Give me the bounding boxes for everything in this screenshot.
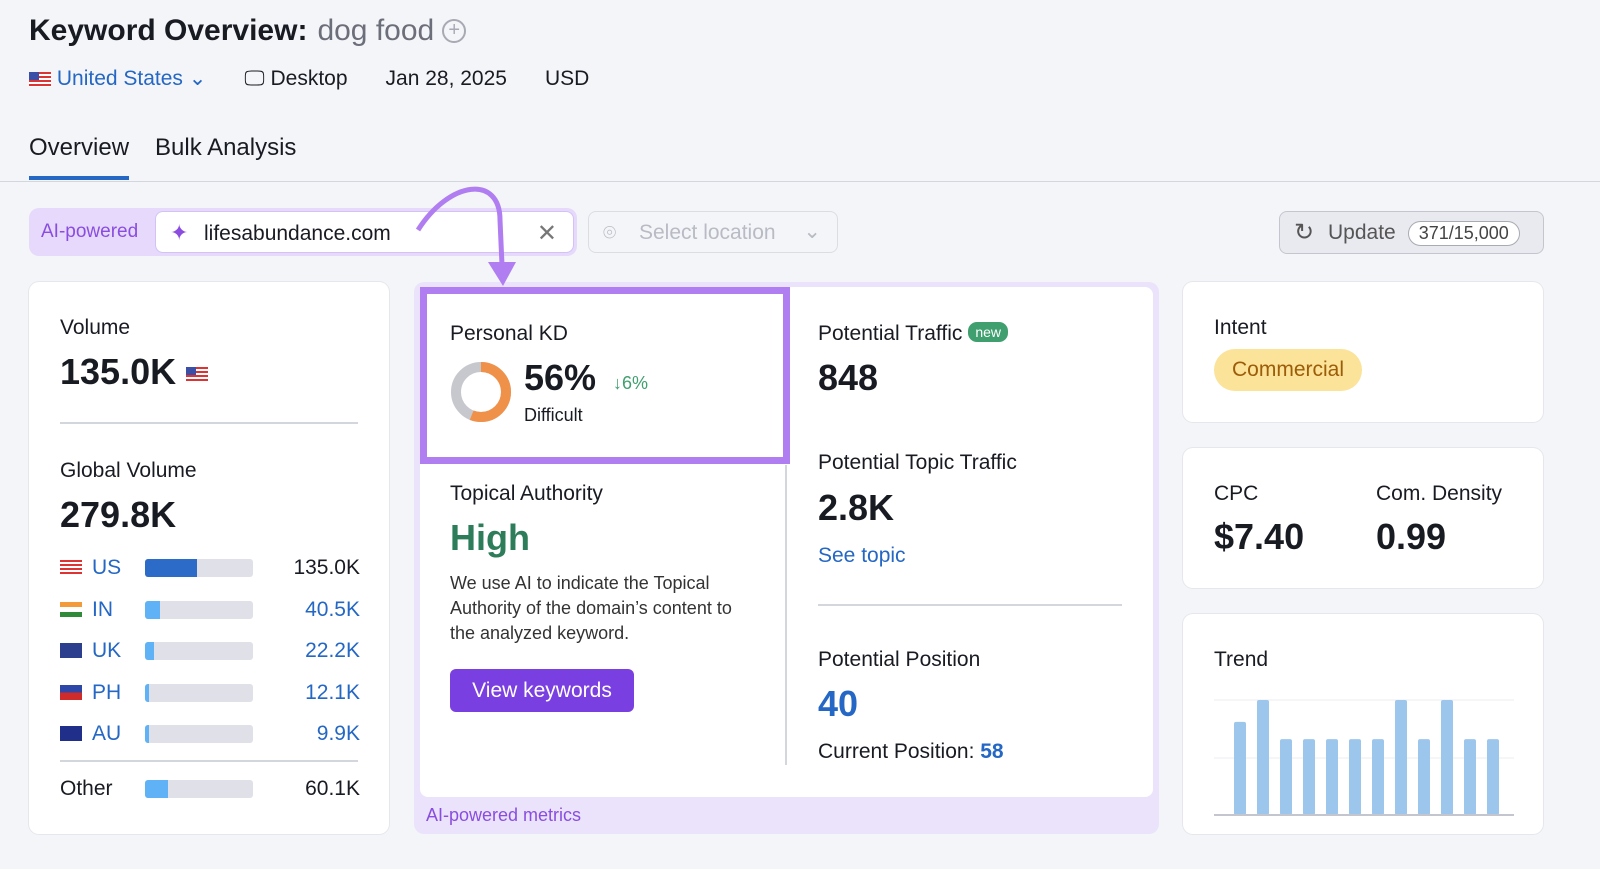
uk-flag-icon <box>60 643 82 658</box>
trend-bar <box>1487 739 1499 815</box>
domain-input[interactable]: ✦ lifesabundance.com ✕ <box>155 211 574 253</box>
topical-authority-label: Topical Authority <box>450 482 603 505</box>
ph-flag-icon <box>60 684 82 700</box>
global-volume-value: 279.8K <box>60 494 177 535</box>
date: Jan 28, 2025 <box>385 66 507 90</box>
device: 🖵 Desktop <box>244 66 348 90</box>
kd-value: 56% <box>524 357 597 398</box>
density-label: Com. Density <box>1376 482 1503 505</box>
potential-position-value: 40 <box>818 683 859 724</box>
us-flag-icon <box>60 560 82 575</box>
share-bar <box>145 559 253 577</box>
trend-bar <box>1441 700 1453 815</box>
trend-bar <box>1234 721 1246 815</box>
country-row-ph[interactable]: PH 12.1K <box>60 681 360 705</box>
divider <box>60 422 358 424</box>
cpc-value: $7.40 <box>1214 516 1305 557</box>
monitor-icon: 🖵 <box>244 66 265 90</box>
sparkle-icon: ✦ <box>170 220 189 245</box>
intent-label: Intent <box>1214 316 1267 339</box>
divider <box>0 181 1600 182</box>
arrow-annotation <box>415 186 516 286</box>
country-label: United States <box>56 67 183 90</box>
country-row-uk[interactable]: UK 22.2K <box>60 639 360 663</box>
trend-bar <box>1349 739 1361 815</box>
topic-traffic-label: Potential Topic Traffic <box>818 451 1017 474</box>
kd-donut <box>451 362 511 422</box>
us-flag-icon <box>29 71 51 87</box>
share-bar-fill <box>145 725 150 743</box>
chevron-down-icon: ⌄ <box>188 67 207 90</box>
kd-change: ↓6% <box>613 373 649 393</box>
trend-bar <box>1280 739 1292 815</box>
tab-overview[interactable]: Overview <box>29 134 130 180</box>
other-bar-fill <box>145 780 168 798</box>
country-row-in[interactable]: IN 40.5K <box>60 598 360 622</box>
other-row: Other 60.1K <box>60 777 360 800</box>
view-keywords-button[interactable]: View keywords <box>450 669 634 712</box>
trend-chart <box>1214 699 1514 816</box>
clear-icon[interactable]: ✕ <box>536 220 557 247</box>
trend-bar <box>1326 739 1338 815</box>
trend-bar <box>1395 700 1407 815</box>
tab-bulk-analysis[interactable]: Bulk Analysis <box>155 134 297 161</box>
country-row-au[interactable]: AU 9.9K <box>60 722 360 746</box>
share-bar <box>145 642 253 660</box>
potential-position-label: Potential Position <box>818 648 981 671</box>
update-button[interactable]: ↻ Update 371/15,000 <box>1279 211 1544 254</box>
topical-authority-value: High <box>450 517 530 558</box>
country-selector[interactable]: United States ⌄ <box>29 66 206 91</box>
trend-label: Trend <box>1214 648 1269 671</box>
potential-traffic-value: 848 <box>818 357 879 398</box>
trend-bar <box>1303 739 1315 815</box>
page-title: Keyword Overview: dog food + <box>29 14 467 48</box>
us-flag-icon <box>186 366 209 382</box>
new-badge: new <box>968 322 1009 342</box>
share-bar <box>145 683 253 702</box>
keyword: dog food <box>317 14 435 47</box>
cpc-label: CPC <box>1214 482 1259 505</box>
currency: USD <box>544 66 590 90</box>
volume-label: Volume <box>60 316 131 339</box>
global-volume-label: Global Volume <box>60 459 197 482</box>
share-bar-fill <box>145 683 150 702</box>
intent-badge: Commercial <box>1214 349 1362 391</box>
cpc-card <box>1183 448 1543 588</box>
kd-level: Difficult <box>524 405 583 425</box>
location-pin-icon: ⌾ <box>603 220 617 245</box>
add-keyword-icon[interactable]: + <box>442 19 467 43</box>
au-flag-icon <box>60 726 82 741</box>
trend-bar <box>1464 739 1476 815</box>
refresh-icon: ↻ <box>1294 219 1315 246</box>
kd-donut-fill <box>451 362 511 422</box>
current-position: Current Position: 58 <box>818 740 1004 763</box>
trend-bar <box>1418 739 1430 815</box>
kd-label: Personal KD <box>450 322 568 345</box>
volume-value: 135.0K <box>60 351 209 393</box>
share-bar <box>145 725 253 743</box>
potential-traffic-label: Potential Traffic new <box>818 322 1009 346</box>
divider <box>60 760 358 762</box>
divider <box>818 604 1122 606</box>
country-row-us[interactable]: US 135.0K <box>60 556 360 580</box>
chevron-down-icon: ⌄ <box>803 220 821 243</box>
see-topic-link[interactable]: See topic <box>818 544 906 567</box>
credits-badge: 371/15,000 <box>1407 221 1520 246</box>
divider <box>785 465 787 765</box>
topic-traffic-value: 2.8K <box>818 487 895 528</box>
trend-bar <box>1257 700 1269 815</box>
share-bar-fill <box>145 600 161 619</box>
share-bar-fill <box>145 559 197 577</box>
personal-kd-highlight <box>420 287 790 464</box>
location-select[interactable]: ⌾ Select location ⌄ <box>588 211 838 253</box>
in-flag-icon <box>60 601 82 617</box>
ai-powered-label: AI-powered <box>41 221 139 242</box>
share-bar-fill <box>145 642 154 660</box>
ai-metrics-footer: AI-powered metrics <box>426 805 582 825</box>
trend-bar <box>1372 739 1384 815</box>
topical-description: We use AI to indicate the Topical Author… <box>450 573 732 643</box>
share-bar <box>145 600 253 619</box>
density-value: 0.99 <box>1376 516 1447 557</box>
